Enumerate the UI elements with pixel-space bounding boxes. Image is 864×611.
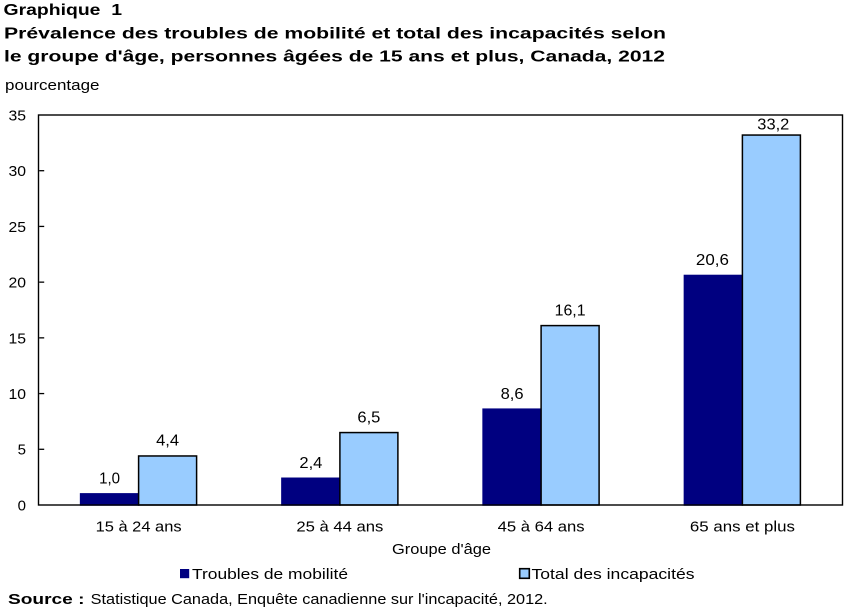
svg-text:15 à 24 ans: 15 à 24 ans (96, 519, 182, 536)
svg-text:le groupe d'âge, personnes âgé: le groupe d'âge, personnes âgées de 15 a… (4, 49, 665, 66)
svg-text:5: 5 (18, 442, 26, 459)
svg-text:2,4: 2,4 (299, 455, 322, 472)
svg-text:1,0: 1,0 (99, 471, 120, 488)
svg-text:10: 10 (9, 386, 27, 403)
svg-text:0: 0 (18, 497, 26, 514)
svg-text:25: 25 (9, 219, 27, 236)
svg-text:Source :: Source : (8, 591, 85, 608)
svg-text:30: 30 (9, 163, 27, 180)
svg-text:pourcentage: pourcentage (5, 77, 100, 94)
svg-text:33,2: 33,2 (757, 116, 789, 133)
svg-text:25 à 44 ans: 25 à 44 ans (296, 519, 383, 536)
svg-text:20: 20 (9, 275, 27, 292)
svg-text:45 à 64 ans: 45 à 64 ans (498, 519, 585, 536)
svg-text:8,6: 8,6 (501, 386, 524, 403)
svg-text:Total des incapacités: Total des incapacités (532, 566, 695, 583)
svg-text:65 ans et plus: 65 ans et plus (690, 519, 795, 536)
svg-text:35: 35 (9, 107, 27, 124)
svg-text:4,4: 4,4 (156, 433, 179, 450)
svg-text:20,6: 20,6 (696, 252, 729, 269)
svg-text:6,5: 6,5 (357, 409, 380, 426)
svg-text:Graphique 1: Graphique 1 (4, 2, 123, 19)
svg-text:Troubles de mobilité: Troubles de mobilité (192, 566, 348, 583)
svg-text:Prévalence des troubles de mob: Prévalence des troubles de mobilité et t… (4, 26, 666, 43)
svg-text:16,1: 16,1 (555, 302, 586, 319)
svg-text:Groupe d'âge: Groupe d'âge (392, 541, 491, 558)
svg-text:Statistique Canada, Enquête ca: Statistique Canada, Enquête canadienne s… (91, 591, 548, 608)
svg-text:15: 15 (9, 330, 27, 347)
